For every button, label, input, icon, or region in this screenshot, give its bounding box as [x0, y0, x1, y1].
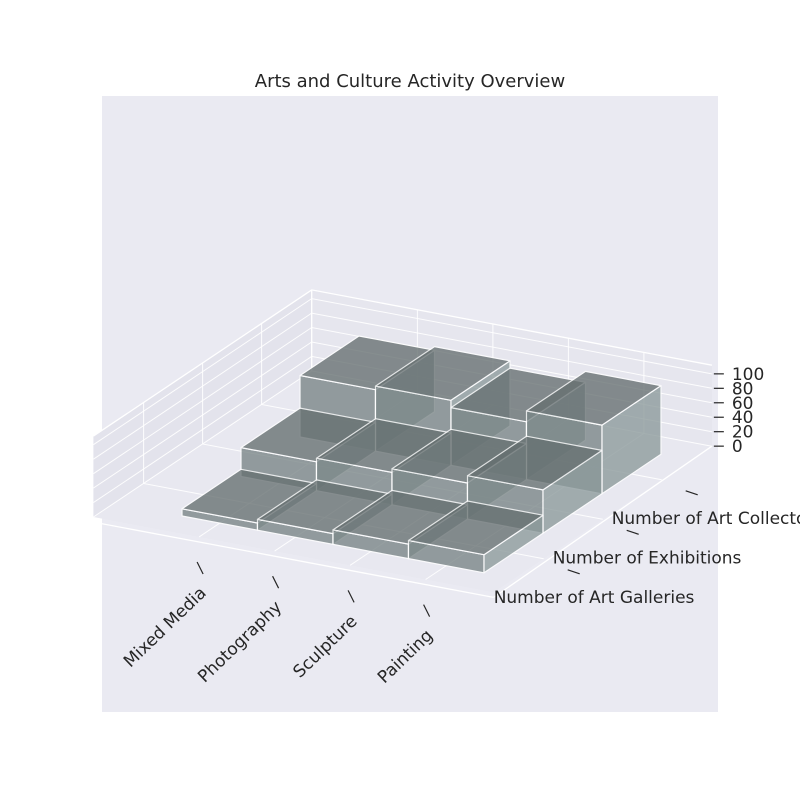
category-axis-line	[93, 521, 494, 599]
z-tick-label: 20	[732, 423, 754, 443]
series-tick	[626, 529, 639, 535]
category-tick	[347, 590, 355, 603]
category-tick	[423, 604, 431, 617]
bar-group	[181, 335, 662, 574]
bar-top-face	[466, 435, 603, 491]
z-tick-label: 0	[732, 437, 743, 457]
category-tick	[196, 561, 204, 575]
z-tick-label: 60	[732, 394, 754, 414]
axis-ticks	[196, 373, 724, 617]
series-tick	[567, 569, 580, 575]
series-tick	[685, 490, 698, 496]
bar-top-face	[407, 500, 544, 556]
z-tick-label: 40	[732, 408, 754, 428]
bar-top-face	[374, 346, 511, 401]
chart-title: Arts and Culture Activity Overview	[255, 71, 565, 92]
z-tick-label: 100	[732, 365, 764, 385]
bar-painting-series-0	[407, 500, 544, 574]
category-tick	[272, 575, 280, 589]
series-axis-line	[493, 445, 713, 598]
series-tick-label: Number of Exhibitions	[553, 548, 742, 568]
bar-top-face	[525, 370, 662, 426]
series-tick-label: Number of Art Collectors	[612, 509, 800, 529]
z-tick-label: 80	[732, 379, 754, 399]
series-tick-label: Number of Art Galleries	[494, 588, 695, 608]
